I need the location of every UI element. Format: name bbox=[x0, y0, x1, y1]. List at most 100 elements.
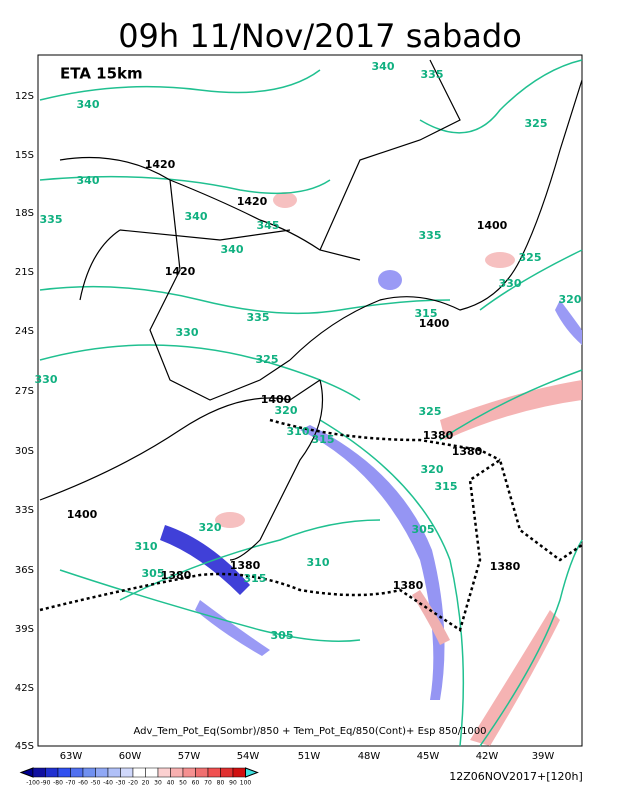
colorbar: -100 -90 -80 -70 -60 -50 -40 -30 -20 20 30 40 50 60 70… bbox=[19, 767, 259, 787]
contour-label: 315 bbox=[244, 572, 267, 585]
colorbar-label: -60 bbox=[78, 780, 88, 787]
contour-label: 1420 bbox=[165, 265, 196, 278]
colorbar-swatch bbox=[70, 767, 84, 778]
lat-label: 30S bbox=[15, 446, 34, 457]
lat-label: 15S bbox=[15, 150, 34, 161]
lon-label: 42W bbox=[476, 751, 499, 762]
colorbar-label: 70 bbox=[204, 780, 212, 787]
contour-label: 1380 bbox=[452, 445, 483, 458]
contour-label: 1420 bbox=[237, 195, 268, 208]
colorbar-swatch bbox=[182, 767, 196, 778]
lat-label: 18S bbox=[15, 208, 34, 219]
contour-label: 330 bbox=[35, 373, 58, 386]
contour-label: 1400 bbox=[477, 219, 508, 232]
colorbar-label: -100 bbox=[26, 780, 40, 787]
colorbar-swatch bbox=[45, 767, 59, 778]
lon-label: 63W bbox=[60, 751, 83, 762]
contour-label: 340 bbox=[372, 60, 395, 73]
model-label: ETA 15km bbox=[60, 65, 143, 83]
contour-label: 315 bbox=[312, 433, 335, 446]
contour-label: 335 bbox=[40, 213, 63, 226]
colorbar-label: 100 bbox=[240, 780, 252, 787]
contour-label: 320 bbox=[199, 521, 222, 534]
colorbar-swatch bbox=[232, 767, 246, 778]
lat-label: 21S bbox=[15, 267, 34, 278]
colorbar-swatch bbox=[207, 767, 221, 778]
lat-label: 24S bbox=[15, 326, 34, 337]
lat-label: 27S bbox=[15, 386, 34, 397]
contour-label: 345 bbox=[257, 219, 280, 232]
contour-label: 1400 bbox=[419, 317, 450, 330]
lat-label: 12S bbox=[15, 91, 34, 102]
lat-label: 39S bbox=[15, 624, 34, 635]
lon-label: 60W bbox=[119, 751, 142, 762]
contour-label: 1380 bbox=[423, 429, 454, 442]
contour-label: 310 bbox=[135, 540, 158, 553]
colorbar-swatch bbox=[157, 767, 171, 778]
contour-label: 315 bbox=[415, 307, 438, 320]
contour-label: 325 bbox=[525, 117, 548, 130]
colorbar-label: -80 bbox=[53, 780, 63, 787]
map-frame bbox=[37, 54, 583, 747]
contour-label: 305 bbox=[412, 523, 435, 536]
contour-label: 1400 bbox=[261, 393, 292, 406]
colorbar-label: 50 bbox=[179, 780, 187, 787]
colorbar-swatch bbox=[57, 767, 71, 778]
caption: Adv_Tem_Pot_Eq(Sombr)/850 + Tem_Pot_Eq/8… bbox=[133, 726, 486, 737]
contour-label: 340 bbox=[185, 210, 208, 223]
contour-label: 335 bbox=[419, 229, 442, 242]
colorbar-label: -50 bbox=[91, 780, 101, 787]
colorbar-swatch bbox=[170, 767, 184, 778]
contour-label: 330 bbox=[176, 326, 199, 339]
contour-label: 340 bbox=[77, 174, 100, 187]
latitude-labels: 12S 15S 18S 21S 24S 27S 30S 33S 36S 39S 42S 45S bbox=[15, 91, 34, 752]
contour-label: 340 bbox=[221, 243, 244, 256]
contour-label: 325 bbox=[519, 251, 542, 264]
lon-label: 48W bbox=[358, 751, 381, 762]
lon-label: 39W bbox=[532, 751, 555, 762]
colorbar-swatch bbox=[82, 767, 96, 778]
shading bbox=[160, 192, 582, 746]
colorbar-label: 30 bbox=[154, 780, 162, 787]
colorbar-label: -20 bbox=[128, 780, 138, 787]
colorbar-label: 60 bbox=[192, 780, 200, 787]
colorbar-swatch bbox=[32, 767, 46, 778]
colorbar-swatch bbox=[195, 767, 209, 778]
colorbar-swatch bbox=[95, 767, 109, 778]
contour-label: 325 bbox=[419, 405, 442, 418]
lat-label: 36S bbox=[15, 565, 34, 576]
contour-label: 1380 bbox=[490, 560, 521, 573]
lon-label: 51W bbox=[298, 751, 321, 762]
contour-label: 335 bbox=[247, 311, 270, 324]
colorbar-swatch bbox=[220, 767, 234, 778]
colorbar-swatch bbox=[107, 767, 121, 778]
contour-label: 340 bbox=[77, 98, 100, 111]
colorbar-label: -40 bbox=[103, 780, 113, 787]
lat-label: 33S bbox=[15, 505, 34, 516]
borders bbox=[39, 59, 583, 561]
contour-labels: 340 335 340 325 1420 340 335 1420 340 345 340 335 14… bbox=[35, 60, 582, 642]
colorbar-label: 80 bbox=[217, 780, 225, 787]
contour-label: 320 bbox=[559, 293, 582, 306]
height-1380 bbox=[39, 418, 583, 632]
colorbar-label: -70 bbox=[66, 780, 76, 787]
contour-label: 315 bbox=[435, 480, 458, 493]
contour-label: 310 bbox=[307, 556, 330, 569]
colorbar-label: -30 bbox=[116, 780, 126, 787]
contour-label: 305 bbox=[142, 567, 165, 580]
contour-label: 1380 bbox=[393, 579, 424, 592]
colorbar-swatch bbox=[145, 767, 159, 778]
contour-label: 325 bbox=[256, 353, 279, 366]
colorbar-label: -90 bbox=[41, 780, 51, 787]
colorbar-label: 20 bbox=[142, 780, 150, 787]
contour-label: 305 bbox=[271, 629, 294, 642]
contour-label: 1380 bbox=[230, 559, 261, 572]
colorbar-end bbox=[245, 767, 259, 778]
contour-label: 330 bbox=[499, 277, 522, 290]
run-label: 12Z06NOV2017+[120h] bbox=[449, 770, 583, 783]
contours bbox=[39, 59, 583, 747]
contour-label: 1380 bbox=[161, 569, 192, 582]
contour-label: 320 bbox=[275, 404, 298, 417]
longitude-labels: 63W 60W 57W 54W 51W 48W 45W 42W 39W bbox=[60, 751, 555, 762]
